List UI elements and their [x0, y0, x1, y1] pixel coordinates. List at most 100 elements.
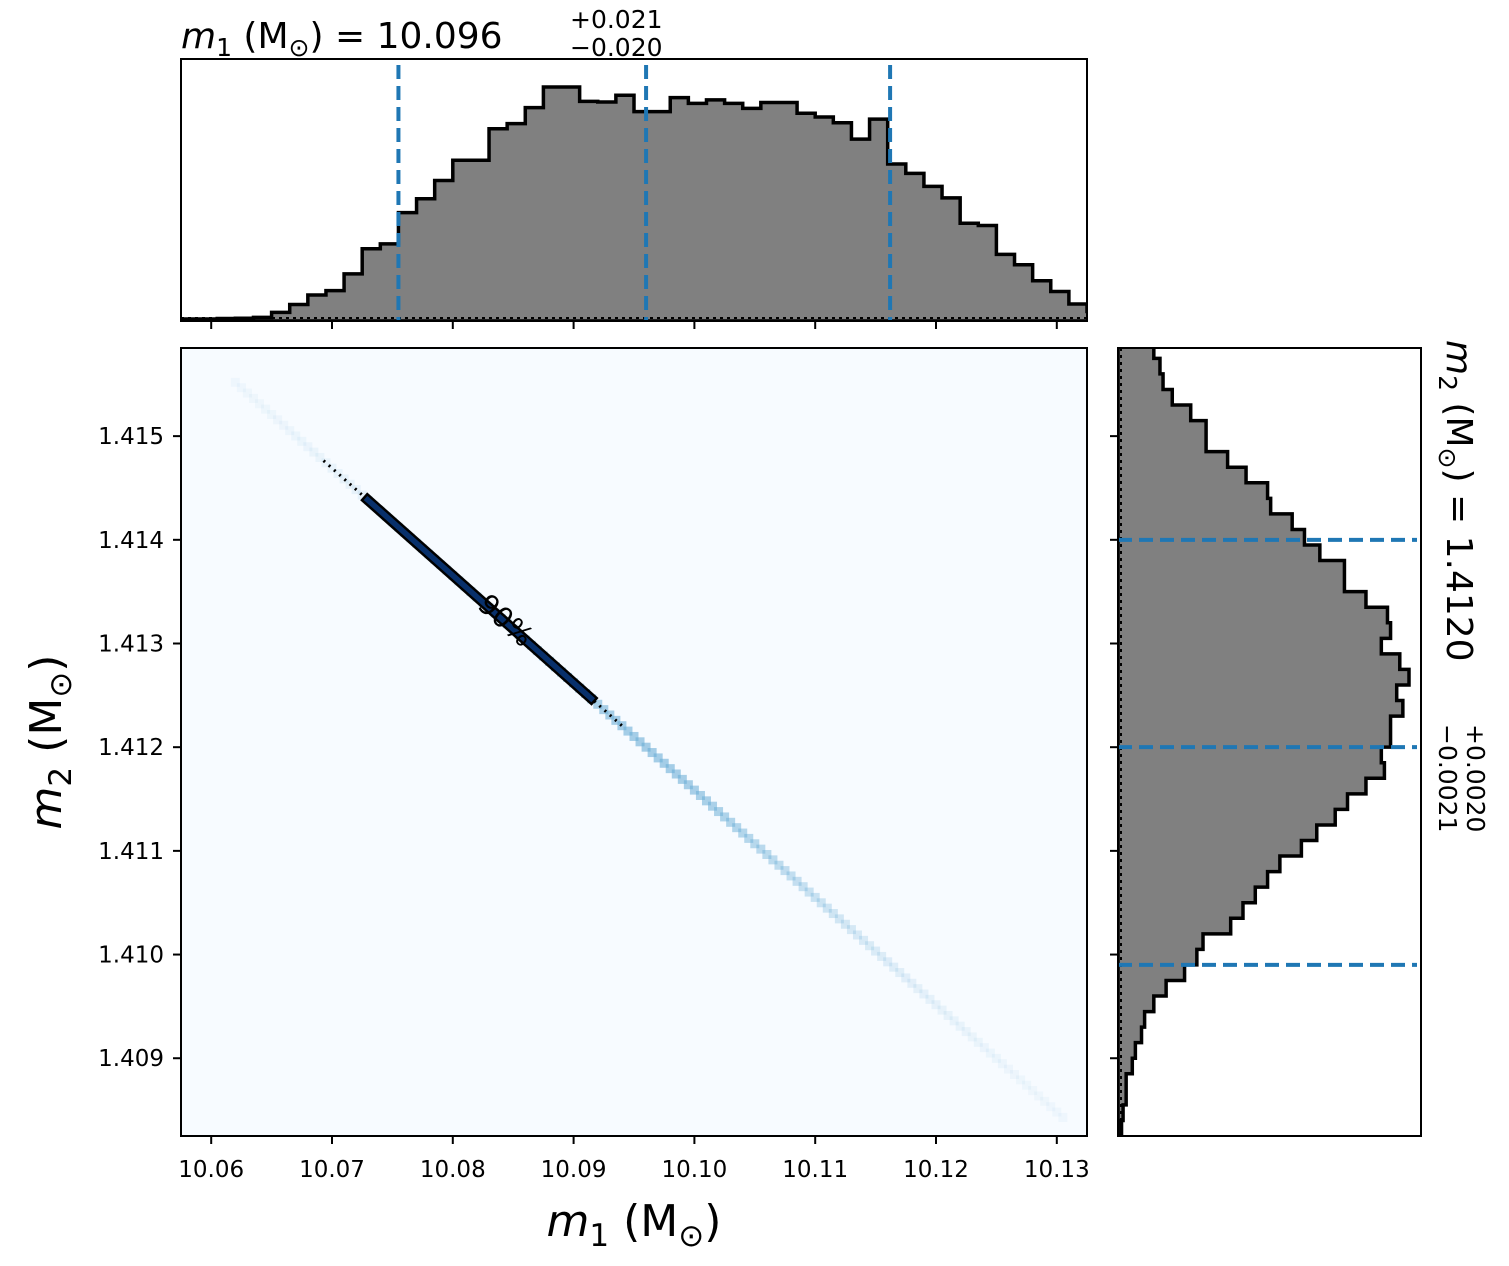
y-tick-label: 1.414 [98, 528, 164, 554]
heatmap-cell [593, 699, 603, 709]
heatmap-cell [683, 780, 693, 790]
heatmap-cell [865, 941, 875, 951]
heatmap-cell [689, 785, 699, 795]
m1-panel-ticks [210, 321, 1058, 329]
heatmap-cell [955, 1021, 965, 1031]
heatmap-cell [985, 1048, 995, 1058]
heatmap-cell [242, 388, 252, 398]
heatmap-cell [653, 753, 663, 763]
heatmap-cell [913, 984, 923, 994]
heatmap-cell [297, 436, 307, 446]
heatmap-cell [1046, 1102, 1056, 1112]
heatmap-cell [889, 962, 899, 972]
y-axis-ticks: 1.409 1.410 1.411 1.412 1.413 1.414 1.415 [98, 424, 181, 1072]
heatmap-cell [901, 973, 911, 983]
y-axis-label-unit-sub: ⊙ [43, 672, 79, 698]
heatmap-cell [979, 1043, 989, 1053]
x-axis-label-unit: (M [609, 1196, 678, 1247]
heatmap-cell [309, 447, 319, 457]
heatmap-cell [647, 748, 657, 758]
x-tick-label: 10.06 [178, 1157, 244, 1183]
heatmap-cell [852, 930, 862, 940]
heatmap-cell [774, 860, 784, 870]
heatmap-cell [321, 458, 331, 468]
m1-panel-frame [180, 58, 1088, 322]
heatmap-cell [907, 978, 917, 988]
heatmap-cell [617, 721, 627, 731]
heatmap-cell [1058, 1112, 1068, 1122]
heatmap-cell [792, 876, 802, 886]
heatmap-cell [997, 1059, 1007, 1069]
heatmap-cell [665, 764, 675, 774]
x-tick-label: 10.11 [782, 1157, 848, 1183]
contour-region [360, 492, 599, 706]
heatmap-background [181, 348, 1087, 1136]
joint-panel: 90% 10.06 10.07 10.08 10.09 10.10 10.11 10.12 1… [21, 347, 1090, 1254]
m1-title-plus: +0.021 [570, 5, 663, 34]
heatmap-cell [641, 742, 651, 752]
y-tick-label: 1.415 [98, 424, 164, 450]
heatmap-cell [883, 957, 893, 967]
y-axis-label-unit: (M [21, 698, 72, 767]
m1-title-unit-sub: ⊙ [289, 33, 310, 62]
m1-title-unit: (M [232, 16, 289, 57]
heatmap-cell [967, 1032, 977, 1042]
x-tick-label: 10.09 [541, 1157, 607, 1183]
heatmap-cell [816, 898, 826, 908]
x-tick-label: 10.12 [903, 1157, 969, 1183]
x-tick-label: 10.07 [299, 1157, 365, 1183]
m2-title-plus: +0.0020 [1461, 724, 1490, 832]
y-tick-label: 1.411 [98, 839, 164, 865]
heatmap-cell [871, 946, 881, 956]
y-tick-label: 1.412 [98, 735, 164, 761]
heatmap-cell [834, 914, 844, 924]
x-axis-label-sub: 1 [589, 1218, 609, 1254]
m1-title: m1 (M⊙) = 10.096 [181, 16, 503, 62]
heatmap-cell [822, 903, 832, 913]
heatmap-cell [732, 823, 742, 833]
heatmap-cell [762, 849, 772, 859]
heatmap-cell [357, 490, 367, 500]
m1-title-minus: −0.020 [570, 33, 663, 62]
heatmap-cell [714, 807, 724, 817]
heatmap-cell [599, 705, 609, 715]
heatmap-cell [931, 1000, 941, 1010]
heatmap-cell [255, 399, 265, 409]
m2-marginal-panel: m2 (M⊙) = 1.4120 +0.0020 −0.0021 [1110, 340, 1490, 1137]
heatmap-cell [925, 994, 935, 1004]
heatmap-cell [267, 410, 277, 420]
y-axis-label-sub: 2 [43, 767, 79, 787]
heatmap-cell [303, 442, 313, 452]
heatmap-cell [973, 1037, 983, 1047]
m2-title: m2 (M⊙) = 1.4120 [1433, 340, 1479, 662]
x-tick-label: 10.10 [661, 1157, 727, 1183]
x-axis-label: m1 (M⊙) [547, 1196, 722, 1254]
m1-histogram [181, 85, 1087, 321]
y-tick-label: 1.409 [98, 1046, 164, 1072]
m2-title-minus: −0.0021 [1433, 724, 1462, 832]
m1-quantile-lines [396, 65, 893, 321]
heatmap-cell [943, 1010, 953, 1020]
heatmap-cell [635, 737, 645, 747]
heatmap-cell [677, 774, 687, 784]
heatmap-cell [750, 839, 760, 849]
heatmap-cell [327, 463, 337, 473]
x-tick-label: 10.13 [1024, 1157, 1090, 1183]
m1-histogram-bars [181, 85, 1087, 321]
x-tick-label: 10.08 [420, 1157, 486, 1183]
contour-90 [322, 459, 623, 727]
m2-title-sub: 2 [1433, 375, 1462, 391]
m2-quantile-lines [1118, 537, 1417, 967]
heatmap-cell [1022, 1080, 1032, 1090]
heatmap-cell [961, 1027, 971, 1037]
m2-title-unit-sub: ⊙ [1433, 448, 1462, 469]
m2-title-unit: (M [1438, 391, 1479, 448]
heatmap-cell [840, 919, 850, 929]
heatmap-cell [720, 812, 730, 822]
heatmap-cell [629, 731, 639, 741]
m1-title-sub: 1 [216, 33, 232, 62]
m2-title-var: m [1438, 340, 1479, 375]
m2-histogram-bars [1118, 348, 1411, 1136]
m1-title-var: m [181, 16, 216, 57]
